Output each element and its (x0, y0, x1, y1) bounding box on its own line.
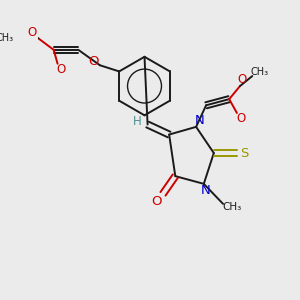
Text: CH₃: CH₃ (251, 67, 269, 77)
Text: S: S (240, 146, 249, 160)
Text: CH₃: CH₃ (223, 202, 242, 212)
Text: N: N (200, 184, 210, 196)
Text: O: O (88, 55, 99, 68)
Text: O: O (56, 63, 65, 76)
Text: O: O (28, 26, 37, 39)
Text: O: O (152, 195, 162, 208)
Text: CH₃: CH₃ (0, 33, 14, 43)
Text: O: O (236, 112, 245, 125)
Text: H: H (132, 115, 141, 128)
Text: N: N (195, 114, 205, 127)
Text: O: O (238, 74, 247, 86)
